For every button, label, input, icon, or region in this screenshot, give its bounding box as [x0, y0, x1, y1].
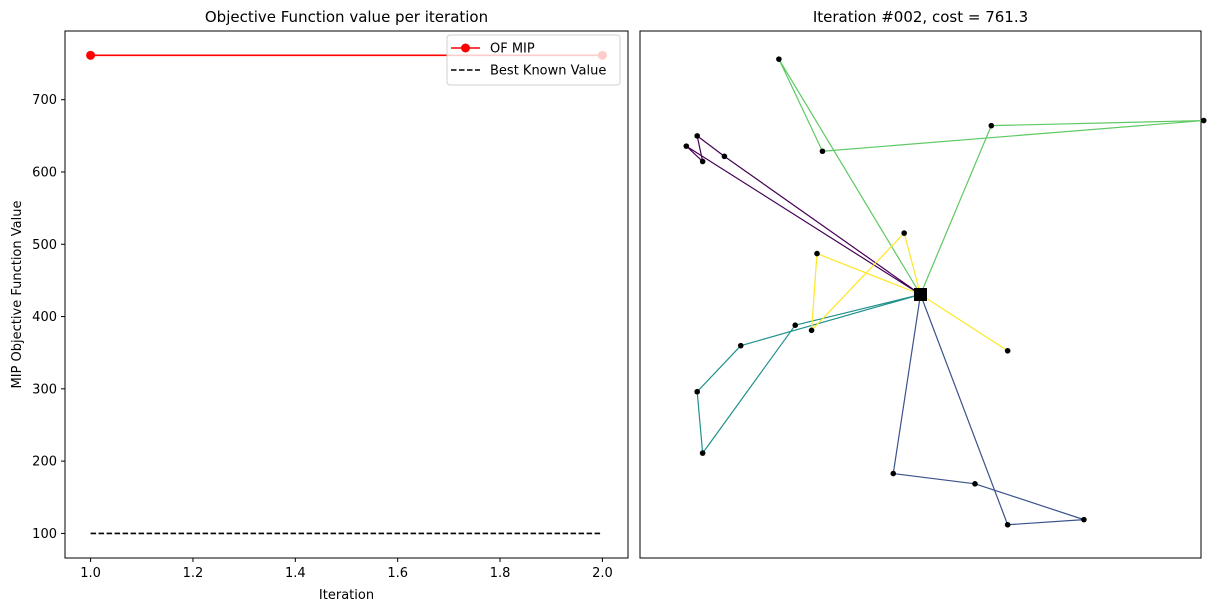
- customer-node: [1004, 521, 1011, 528]
- customer-node: [988, 122, 995, 129]
- customer-node: [776, 56, 782, 62]
- objective-chart-title: Objective Function value per iteration: [205, 8, 488, 26]
- customer-node: [737, 342, 744, 349]
- x-tick-label: 1.0: [80, 566, 101, 581]
- customer-node: [819, 148, 826, 155]
- route-5: [810, 232, 1009, 352]
- customer-node: [808, 327, 815, 334]
- customer-node: [694, 133, 700, 139]
- legend-of-mip-label: OF MIP: [490, 42, 535, 57]
- legend-best-known-label: Best Known Value: [490, 64, 606, 79]
- objective-axes: 1.0 1.2 1.4 1.6 1.8 2.0 100 200 300 400 500 600 700: [32, 93, 613, 581]
- customer-nodes: [683, 56, 1207, 528]
- customer-node: [694, 388, 700, 395]
- customer-node: [1200, 117, 1207, 124]
- y-tick-label: 300: [32, 382, 57, 397]
- objective-plot-area: [64, 30, 629, 559]
- y-tick-label: 200: [32, 455, 57, 470]
- legend: OF MIP Best Known Value: [446, 34, 621, 86]
- y-tick-label: 600: [32, 165, 57, 180]
- route-4: [778, 58, 1205, 295]
- depot-marker: [914, 288, 927, 301]
- x-tick-label: 1.4: [285, 566, 306, 581]
- y-tick-label: 500: [32, 238, 57, 253]
- customer-node: [814, 250, 820, 257]
- route-1: [685, 135, 921, 296]
- customer-node: [699, 450, 706, 456]
- x-tick-label: 1.8: [490, 566, 511, 581]
- route-2: [892, 294, 1085, 526]
- y-tick-label: 700: [32, 93, 57, 108]
- customer-node: [1004, 347, 1011, 354]
- customer-node: [699, 158, 706, 165]
- objective-series: [86, 50, 607, 535]
- route-3: [696, 293, 921, 454]
- customer-node: [721, 153, 728, 160]
- legend-of-mip-marker: [461, 43, 470, 53]
- legend-box: [446, 34, 621, 86]
- x-tick-label: 1.6: [387, 566, 408, 581]
- x-tick-label: 2.0: [592, 566, 613, 581]
- x-axis-label: Iteration: [319, 588, 374, 603]
- objective-chart: Objective Function value per iteration 1…: [10, 8, 629, 603]
- customer-node: [683, 143, 690, 149]
- depot: [914, 288, 927, 301]
- of-mip-point: [86, 50, 96, 60]
- y-tick-label: 400: [32, 310, 57, 325]
- route-map: Iteration #002, cost = 761.3: [639, 8, 1207, 559]
- y-tick-label: 100: [32, 527, 57, 542]
- route-plot-area: [639, 30, 1202, 559]
- y-axis-label: MIP Objective Function Value: [10, 201, 25, 389]
- customer-node: [1081, 516, 1087, 523]
- customer-node: [890, 470, 897, 477]
- x-tick-label: 1.2: [183, 566, 204, 581]
- customer-node: [792, 322, 799, 328]
- customer-node: [972, 481, 978, 487]
- route-map-title: Iteration #002, cost = 761.3: [813, 8, 1028, 26]
- customer-node: [901, 230, 907, 236]
- routes: [685, 58, 1205, 526]
